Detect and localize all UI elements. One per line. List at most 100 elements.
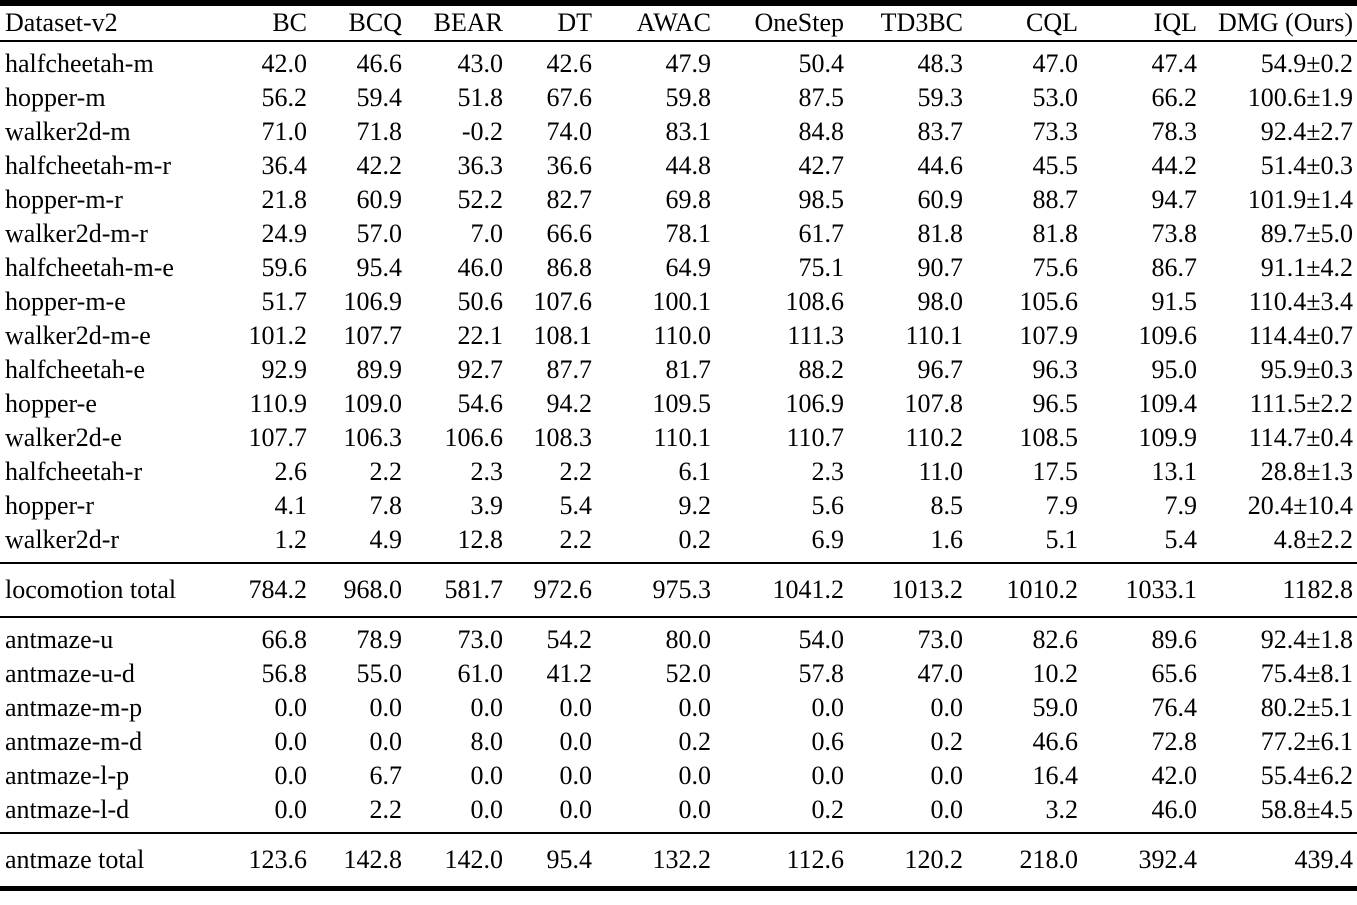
score-cell: 51.7	[261, 287, 308, 316]
score-cell: 45.5	[1032, 151, 1079, 180]
dataset-column-header: Dataset-v2	[0, 3, 190, 42]
score-cell: 86.8	[546, 253, 593, 282]
score-cell: 6.9	[811, 525, 845, 554]
score-cell: 107.8	[904, 389, 964, 418]
score-cell: 59.4	[356, 83, 403, 112]
table-row: walker2d-m-e 101.2 107.7 22.1 108.1 110.0 111.…	[0, 319, 1357, 353]
score-cell: 92.7	[457, 355, 504, 384]
score-cell: 73.0	[917, 625, 964, 654]
score-cell: 109.5	[652, 389, 712, 418]
score-cell: 972.6	[503, 562, 592, 618]
dataset-label: halfcheetah-r	[5, 457, 143, 486]
table-total-section: antmaze total 123.6 142.8 142.0 95.4 132.2 112…	[0, 832, 1357, 890]
score-cell: 100.6±1.9	[1247, 83, 1353, 112]
score-cell: 108.5	[1019, 423, 1079, 452]
score-cell: 82.7	[546, 185, 593, 214]
score-cell: 2.2	[559, 457, 593, 486]
score-cell: 42.7	[798, 151, 845, 180]
score-cell: 52.2	[457, 185, 504, 214]
score-cell: 0.0	[930, 693, 964, 722]
score-cell: 66.6	[546, 219, 593, 248]
score-cell: 90.7	[917, 253, 964, 282]
dataset-label: antmaze-u	[5, 625, 114, 654]
score-cell: 111.5±2.2	[1249, 389, 1353, 418]
dataset-label: hopper-m-e	[5, 287, 126, 316]
score-cell: 46.6	[356, 49, 403, 78]
score-cell: 28.8±1.3	[1260, 457, 1353, 486]
score-cell: 76.4	[1151, 693, 1198, 722]
dataset-label: antmaze-l-p	[5, 761, 130, 790]
score-cell: 83.1	[665, 117, 712, 146]
score-cell: 110.1	[653, 423, 711, 452]
score-cell: 6.1	[678, 457, 712, 486]
score-cell: 392.4	[1078, 832, 1197, 890]
score-cell: 36.3	[457, 151, 504, 180]
score-cell: 42.6	[546, 49, 593, 78]
score-cell: 0.0	[930, 795, 964, 824]
column-header: AWAC	[592, 3, 711, 42]
score-cell: 75.6	[1032, 253, 1079, 282]
score-cell: 47.0	[917, 659, 964, 688]
table-row: halfcheetah-m-r 36.4 42.2 36.3 36.6 44.8 42.7 4…	[0, 149, 1357, 183]
score-cell: 1.2	[274, 525, 308, 554]
score-cell: 88.7	[1032, 185, 1079, 214]
table-row: hopper-e 110.9 109.0 54.6 94.2 109.5 106.9 107.…	[0, 387, 1357, 421]
table-row: halfcheetah-m 42.0 46.6 43.0 42.6 47.9 50.4 48.…	[0, 41, 1357, 81]
score-cell: 54.2	[546, 625, 593, 654]
score-cell: 109.9	[1138, 423, 1198, 452]
score-cell: 3.9	[470, 491, 504, 520]
score-cell: 20.4±10.4	[1247, 491, 1353, 520]
score-cell: 83.7	[917, 117, 964, 146]
score-cell: 81.7	[665, 355, 712, 384]
score-cell: 22.1	[457, 321, 504, 350]
score-cell: 95.0	[1151, 355, 1198, 384]
score-cell: 72.8	[1151, 727, 1198, 756]
score-cell: 112.6	[711, 832, 844, 890]
table-row: hopper-r 4.1 7.8 3.9 5.4 9.2 5.6 8.5 7.9 7.9 20.4±…	[0, 489, 1357, 523]
score-cell: 73.0	[457, 625, 504, 654]
score-cell: 106.9	[785, 389, 845, 418]
score-cell: 0.0	[678, 761, 712, 790]
score-cell: 3.2	[1045, 795, 1079, 824]
table-row: walker2d-r 1.2 4.9 12.8 2.2 0.2 6.9 1.6 5.1 5.4 4.…	[0, 523, 1357, 563]
dataset-label: halfcheetah-e	[5, 355, 146, 384]
dataset-label: antmaze-l-d	[5, 795, 130, 824]
score-cell: 108.1	[533, 321, 593, 350]
score-cell: 55.4±6.2	[1260, 761, 1353, 790]
score-cell: 975.3	[592, 562, 711, 618]
score-cell: 110.9	[249, 389, 307, 418]
table-row: antmaze-l-d 0.0 2.2 0.0 0.0 0.0 0.2 0.0 3.2 46.0 5…	[0, 793, 1357, 833]
score-cell: 53.0	[1032, 83, 1079, 112]
score-cell: 61.0	[457, 659, 504, 688]
dataset-label: halfcheetah-m-r	[5, 151, 172, 180]
score-cell: 0.2	[930, 727, 964, 756]
score-cell: 1013.2	[844, 562, 963, 618]
score-cell: 5.4	[559, 491, 593, 520]
dataset-label: walker2d-e	[5, 423, 122, 452]
score-cell: 4.8±2.2	[1273, 525, 1353, 554]
score-cell: 1033.1	[1078, 562, 1197, 618]
score-cell: 24.9	[261, 219, 308, 248]
score-cell: 106.6	[444, 423, 504, 452]
score-cell: 0.0	[559, 693, 593, 722]
dataset-label: halfcheetah-m	[5, 49, 154, 78]
score-cell: 56.8	[261, 659, 308, 688]
score-cell: 89.9	[356, 355, 403, 384]
score-cell: 44.6	[917, 151, 964, 180]
score-cell: 66.8	[261, 625, 308, 654]
score-cell: 47.9	[665, 49, 712, 78]
score-cell: 16.4	[1032, 761, 1079, 790]
score-cell: 96.7	[917, 355, 964, 384]
score-cell: 107.9	[1019, 321, 1079, 350]
score-cell: 36.6	[546, 151, 593, 180]
score-cell: 44.8	[665, 151, 712, 180]
score-cell: 6.7	[369, 761, 403, 790]
score-cell: 46.0	[457, 253, 504, 282]
score-cell: 96.3	[1032, 355, 1079, 384]
score-cell: 0.0	[274, 693, 308, 722]
score-cell: 54.0	[798, 625, 845, 654]
score-cell: 110.4±3.4	[1248, 287, 1353, 316]
score-cell: 17.5	[1032, 457, 1079, 486]
